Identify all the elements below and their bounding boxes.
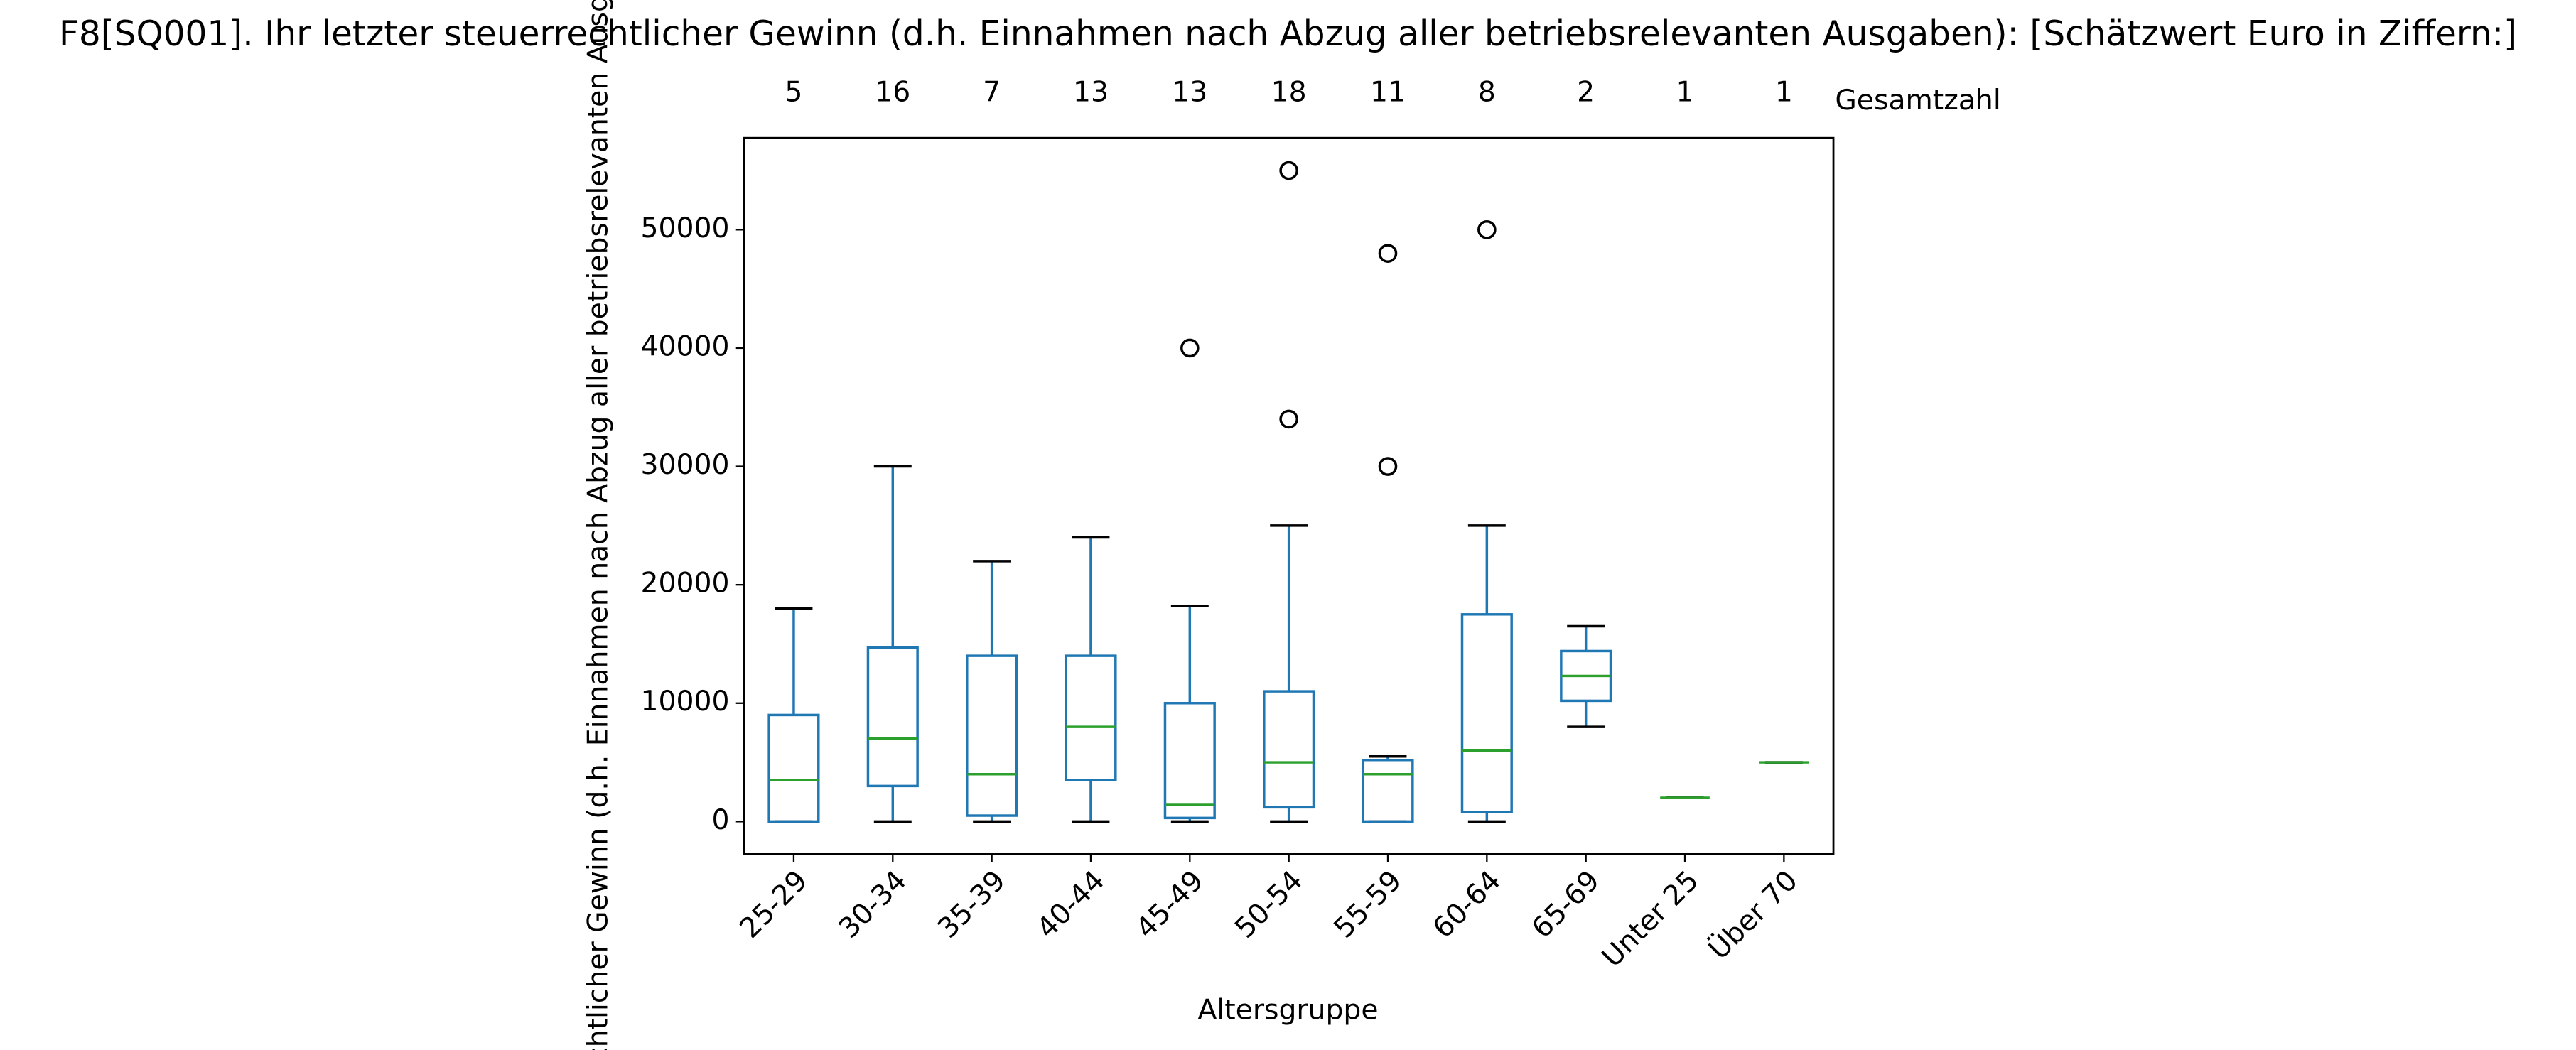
count: 5	[785, 76, 802, 108]
count: 13	[1073, 76, 1109, 108]
box	[966, 654, 1018, 817]
box	[866, 646, 919, 788]
y-tick-label: 10000	[640, 686, 729, 718]
box	[1362, 758, 1414, 823]
box	[1263, 690, 1315, 809]
outlier	[1477, 220, 1497, 239]
y-tick-label: 50000	[640, 212, 729, 244]
count: 7	[983, 76, 1001, 108]
x-axis-label: Altersgruppe	[1197, 995, 1378, 1027]
count: 2	[1577, 76, 1595, 108]
count: 8	[1478, 76, 1496, 108]
y-tick-label: 0	[711, 804, 729, 836]
box	[1163, 702, 1216, 820]
outlier	[1279, 161, 1298, 180]
outlier	[1279, 409, 1298, 429]
chart-title: F8[SQ001]. Ihr letzter steuerrechtlicher…	[59, 14, 2517, 54]
count: 1	[1775, 76, 1793, 108]
count: 13	[1172, 76, 1207, 108]
box	[1460, 613, 1513, 813]
y-tick-label: 40000	[640, 330, 729, 362]
count: 16	[875, 76, 910, 108]
count: 18	[1271, 76, 1307, 108]
y-axis-label: F8[SQ001]. Ihr letzter steuerrechtlicher…	[582, 0, 614, 1050]
outlier	[1378, 457, 1398, 476]
y-tick-label: 30000	[640, 449, 729, 481]
count: 11	[1370, 76, 1406, 108]
count: 1	[1676, 76, 1694, 108]
outlier	[1378, 244, 1398, 263]
box	[767, 713, 820, 823]
outlier	[1180, 338, 1200, 358]
box	[1065, 654, 1117, 781]
y-tick-label: 20000	[640, 568, 729, 600]
count-label: Gesamtzahl	[1835, 85, 2000, 117]
